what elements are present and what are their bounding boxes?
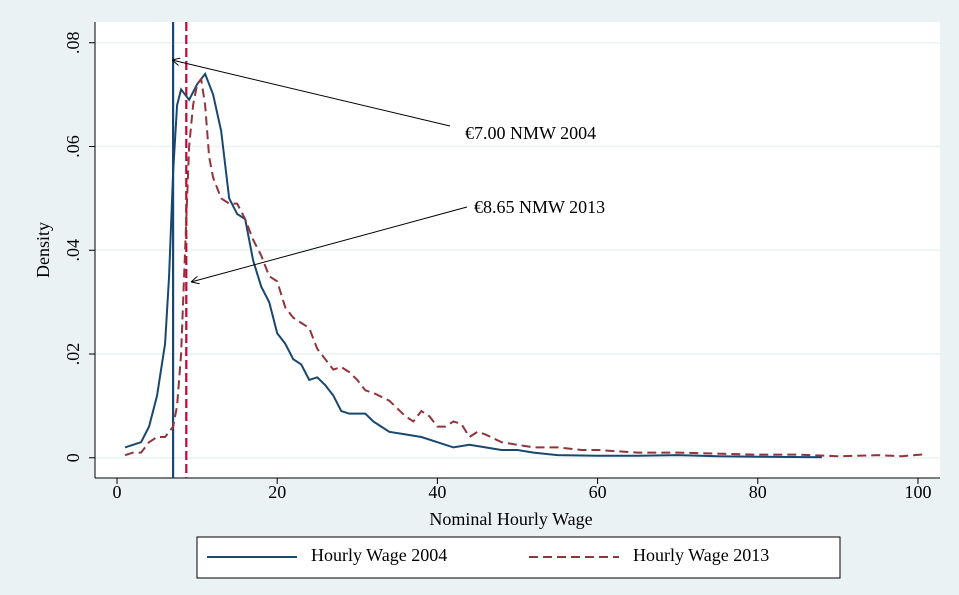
legend-label: Hourly Wage 2004 [311, 545, 447, 565]
line-series [124, 76, 927, 458]
x-tick-label: 80 [749, 482, 767, 502]
x-tick-label: 20 [268, 482, 286, 502]
x-tick-label: 40 [428, 482, 446, 502]
legend-label: Hourly Wage 2013 [633, 545, 769, 565]
annotation-arrow [191, 206, 468, 282]
x-tick-label: 60 [589, 482, 607, 502]
y-tick-label: 0 [63, 453, 83, 462]
y-tick-label: .06 [63, 135, 83, 158]
y-tick-label: .08 [63, 32, 83, 55]
annotation-arrow [172, 60, 451, 127]
line-series [124, 71, 822, 459]
annotation: €8.65 NMW 2013 [474, 197, 605, 217]
x-tick-label: 0 [113, 482, 122, 502]
y-tick-label: .02 [63, 343, 83, 366]
y-tick-label: .04 [63, 239, 83, 262]
x-axis-title: Nominal Hourly Wage [429, 509, 592, 529]
legend-box [196, 536, 841, 579]
y-axis-title: Density [33, 222, 53, 278]
x-tick-label: 100 [904, 482, 931, 502]
annotation: €7.00 NMW 2004 [465, 123, 596, 143]
